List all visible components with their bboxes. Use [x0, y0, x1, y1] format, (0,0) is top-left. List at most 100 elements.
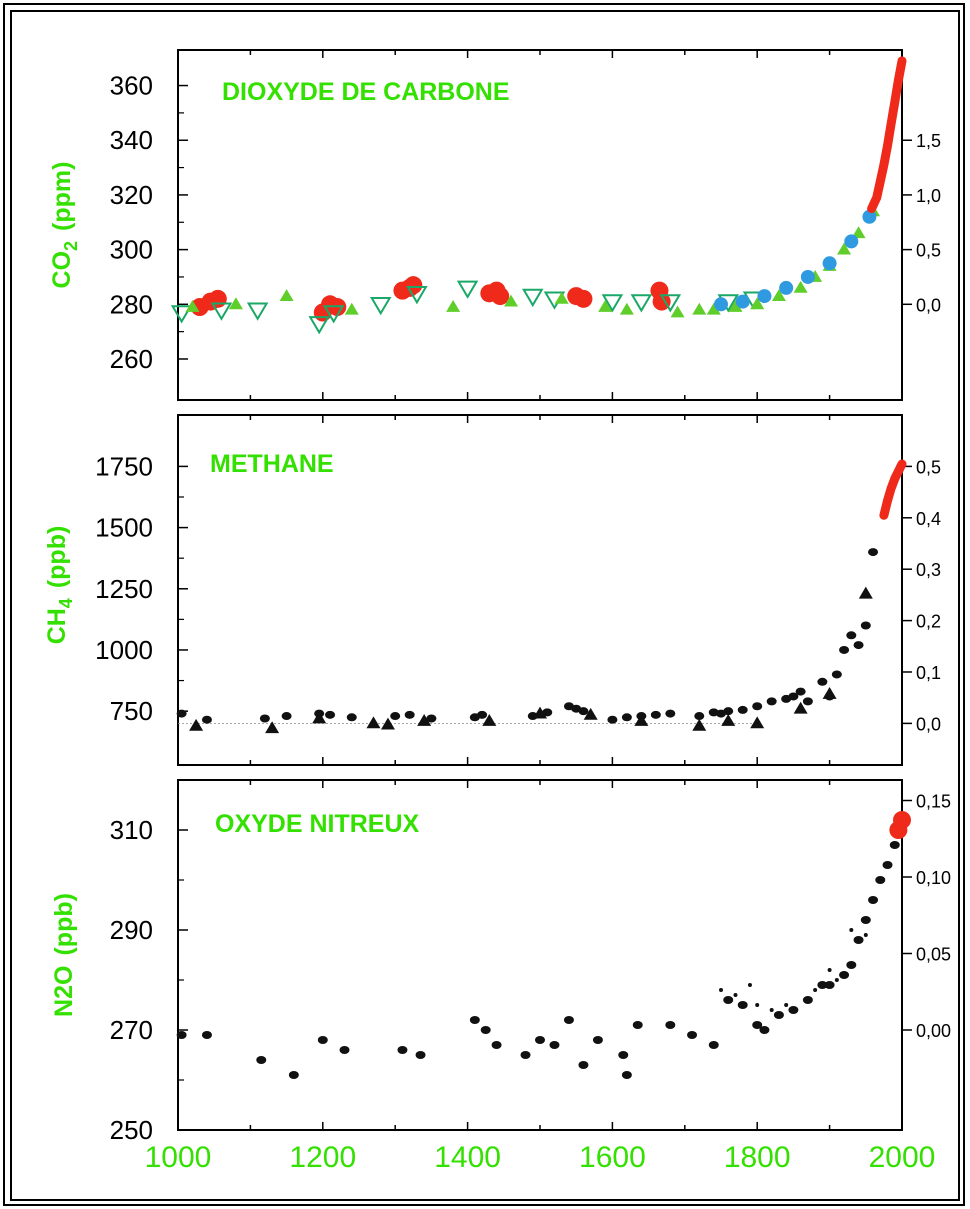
data-point [747, 983, 752, 987]
series-line [879, 459, 907, 520]
y2-tick-label: 0,4 [916, 509, 941, 529]
data-point [554, 291, 569, 304]
data-point [893, 811, 911, 829]
y-tick-label: 310 [110, 815, 153, 845]
data-point [201, 1031, 212, 1039]
data-point [176, 709, 187, 718]
data-point [339, 1046, 350, 1054]
data-point [858, 586, 873, 599]
data-point [757, 289, 772, 304]
y2-tick-label: 0,5 [916, 241, 941, 261]
y-tick-label: 290 [110, 915, 153, 945]
data-point [380, 717, 395, 730]
data-point [176, 1031, 187, 1039]
data-point [426, 714, 437, 723]
data-point [583, 707, 598, 720]
data-point [844, 234, 859, 249]
data-point [875, 876, 886, 884]
data-point [849, 928, 854, 932]
data-point [831, 670, 842, 679]
data-point [827, 968, 832, 972]
data-point [650, 710, 661, 719]
data-point [860, 916, 871, 924]
data-point [265, 721, 280, 734]
data-point [687, 1031, 698, 1039]
data-point [601, 294, 624, 313]
data-point [574, 289, 593, 308]
data-point [366, 716, 381, 729]
y-axis-title-main: CO [48, 251, 76, 289]
data-point [824, 981, 835, 989]
data-point [256, 1056, 267, 1064]
data-point [755, 1003, 760, 1007]
data-point [563, 1016, 574, 1024]
data-point [846, 631, 857, 640]
y2-tick-label: 0,1 [916, 663, 941, 683]
y-axis-title-main: CH [43, 608, 71, 644]
y-tick-label: 280 [110, 289, 153, 319]
data-point [692, 718, 707, 731]
data-point [621, 1071, 632, 1079]
data-point [788, 1006, 799, 1014]
y-tick-label: 1750 [95, 451, 153, 481]
data-point [346, 713, 357, 722]
x-tick-label: 1000 [145, 1141, 212, 1174]
data-point [415, 1051, 426, 1059]
data-point [189, 718, 204, 731]
data-point [862, 209, 877, 224]
y2-tick-label: 0,05 [916, 945, 951, 965]
data-point [802, 697, 813, 706]
data-point [750, 297, 765, 310]
data-point [317, 1036, 328, 1044]
data-point [491, 1041, 502, 1049]
y-axis-title-main: N2O [50, 966, 78, 1017]
data-point [822, 687, 837, 699]
data-point [477, 710, 488, 719]
series-line [867, 56, 907, 214]
y2-tick-label: 0,10 [916, 868, 951, 888]
data-point [279, 289, 294, 301]
data-point [312, 711, 327, 724]
data-point [325, 710, 336, 719]
data-point [728, 300, 743, 312]
data-point [390, 712, 401, 721]
data-point [802, 996, 813, 1004]
data-point [578, 707, 589, 716]
data-point [228, 297, 243, 310]
x-tick-label: 1200 [289, 1141, 356, 1174]
data-point [533, 706, 547, 719]
data-point [795, 687, 806, 696]
data-point [469, 1016, 480, 1024]
y-axis-title: CO2 (ppm) [48, 162, 81, 289]
data-point [771, 289, 786, 301]
data-point [491, 287, 510, 306]
data-point [750, 716, 765, 729]
x-tick-label: 2000 [869, 1141, 936, 1174]
data-point [456, 280, 479, 299]
data-point [863, 933, 868, 937]
data-point [446, 300, 461, 312]
inner-frame [10, 10, 960, 1201]
data-point [817, 677, 828, 686]
y-axis-title-unit: (ppm) [48, 162, 76, 231]
y-tick-label: 1000 [95, 635, 153, 665]
y-tick-label: 360 [110, 71, 153, 101]
data-point [404, 276, 423, 295]
data-point [592, 1036, 603, 1044]
data-point [522, 288, 544, 308]
data-point [837, 242, 852, 255]
data-point [769, 1008, 774, 1012]
y-tick-label: 750 [110, 696, 153, 726]
y-tick-label: 250 [110, 1115, 153, 1145]
data-point [868, 548, 879, 557]
data-point [752, 1021, 763, 1029]
data-point [201, 715, 212, 724]
outer-frame [3, 3, 965, 1206]
y-tick-label: 340 [110, 125, 153, 155]
data-point [853, 641, 864, 650]
data-point [535, 1036, 545, 1044]
y2-tick-label: 0,0 [916, 295, 941, 315]
y-axis-title: N2O (ppb) [50, 893, 78, 1017]
data-point [759, 1026, 770, 1034]
data-point [752, 702, 763, 711]
